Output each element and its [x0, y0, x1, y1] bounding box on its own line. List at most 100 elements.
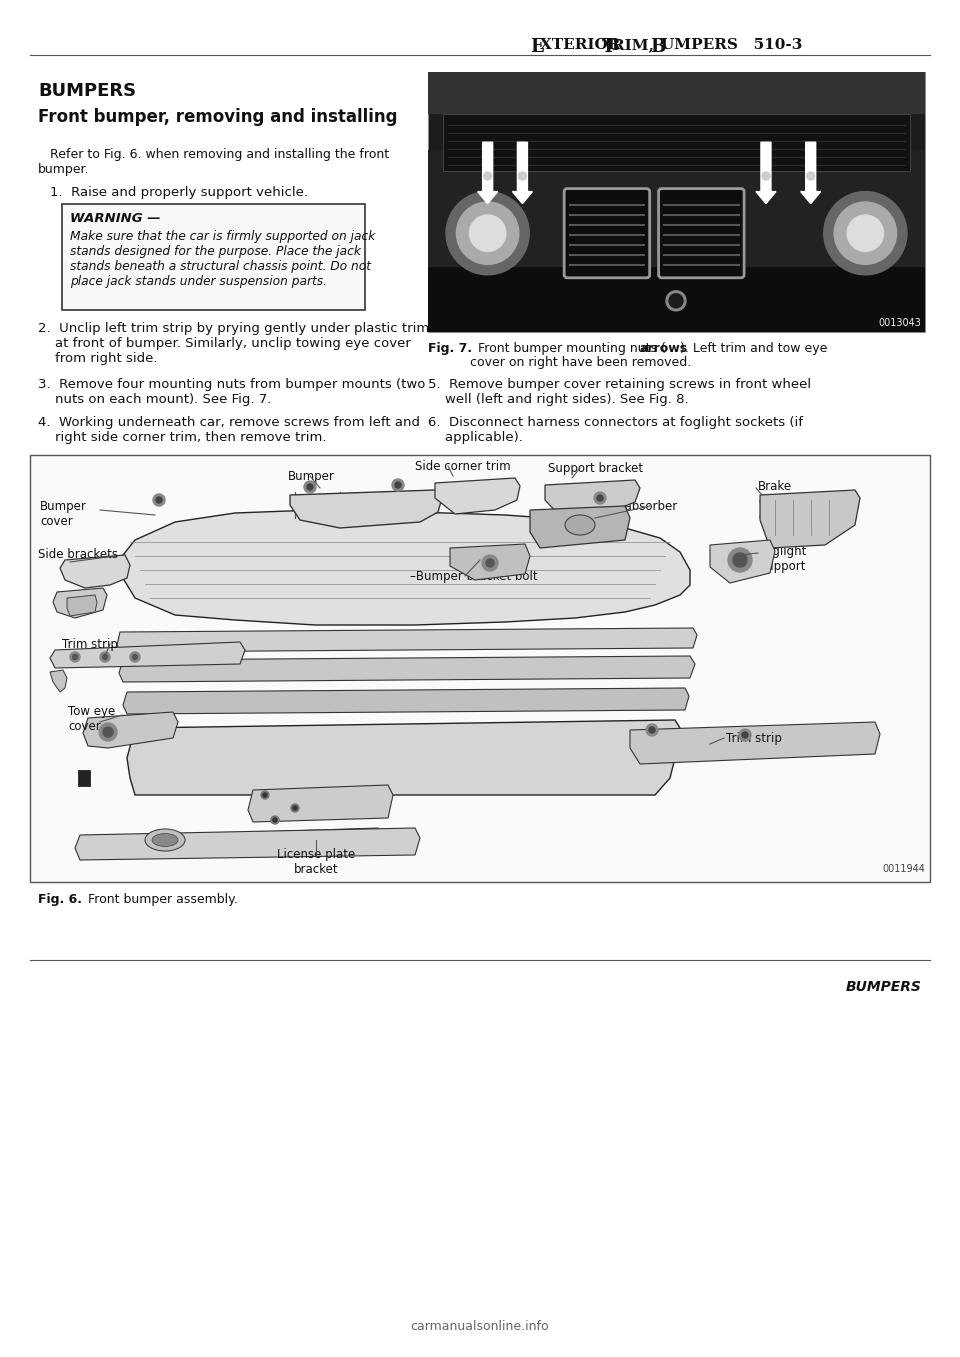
- Text: UMPERS   510-3: UMPERS 510-3: [661, 38, 803, 52]
- Circle shape: [482, 555, 498, 571]
- Polygon shape: [630, 722, 880, 764]
- Polygon shape: [50, 642, 245, 668]
- Circle shape: [304, 480, 316, 493]
- Circle shape: [153, 494, 165, 506]
- Text: 3.  Remove four mounting nuts from bumper mounts (two: 3. Remove four mounting nuts from bumper…: [38, 379, 425, 391]
- FancyArrow shape: [478, 142, 497, 204]
- Circle shape: [469, 214, 506, 251]
- Circle shape: [73, 654, 78, 660]
- FancyBboxPatch shape: [564, 189, 650, 278]
- Text: E: E: [530, 38, 543, 56]
- Text: from right side.: from right side.: [38, 351, 157, 365]
- Circle shape: [395, 482, 401, 489]
- Polygon shape: [60, 555, 130, 588]
- Circle shape: [594, 493, 606, 503]
- Circle shape: [273, 818, 277, 822]
- FancyArrow shape: [801, 142, 821, 204]
- Circle shape: [132, 654, 137, 660]
- Circle shape: [456, 202, 518, 265]
- Text: carmanualsonline.info: carmanualsonline.info: [411, 1320, 549, 1333]
- Circle shape: [271, 816, 279, 824]
- Circle shape: [806, 172, 815, 180]
- Circle shape: [484, 172, 492, 180]
- Circle shape: [847, 214, 883, 251]
- Text: Trim strip: Trim strip: [726, 731, 781, 745]
- Circle shape: [100, 651, 110, 662]
- Circle shape: [486, 559, 494, 567]
- Text: Fig. 7.: Fig. 7.: [428, 342, 472, 356]
- Polygon shape: [50, 670, 67, 692]
- Circle shape: [666, 290, 686, 311]
- Text: Bumper
cover: Bumper cover: [40, 499, 86, 528]
- Bar: [443, 114, 910, 171]
- Polygon shape: [83, 712, 178, 748]
- Circle shape: [103, 654, 108, 660]
- Polygon shape: [115, 510, 690, 626]
- Polygon shape: [53, 588, 107, 617]
- Text: 5.  Remove bumper cover retaining screws in front wheel: 5. Remove bumper cover retaining screws …: [428, 379, 811, 391]
- Text: well (left and right sides). See Fig. 8.: well (left and right sides). See Fig. 8.: [428, 394, 688, 406]
- Text: License plate
bracket: License plate bracket: [276, 848, 355, 877]
- Text: 0011944: 0011944: [882, 864, 925, 874]
- Polygon shape: [290, 490, 442, 528]
- FancyArrow shape: [513, 142, 533, 204]
- Polygon shape: [117, 628, 697, 651]
- Text: XTERIOR: XTERIOR: [540, 38, 626, 52]
- Circle shape: [728, 548, 752, 573]
- Text: Brake
cooling
duct: Brake cooling duct: [758, 480, 801, 522]
- Bar: [78, 769, 90, 786]
- Circle shape: [293, 806, 297, 810]
- Text: BUMPERS: BUMPERS: [38, 81, 136, 100]
- Ellipse shape: [565, 516, 595, 535]
- Polygon shape: [545, 480, 640, 516]
- Circle shape: [733, 554, 747, 567]
- Circle shape: [834, 202, 897, 265]
- Text: arrows: arrows: [640, 342, 688, 356]
- Polygon shape: [123, 688, 689, 714]
- Circle shape: [307, 484, 313, 490]
- Text: T: T: [602, 38, 615, 56]
- Text: cover on right have been removed.: cover on right have been removed.: [470, 356, 691, 369]
- Circle shape: [597, 495, 603, 501]
- Text: Impact absorber: Impact absorber: [580, 499, 677, 513]
- Text: Support bracket: Support bracket: [548, 461, 643, 475]
- Circle shape: [518, 172, 526, 180]
- Text: Front bumper mounting nuts (: Front bumper mounting nuts (: [470, 342, 666, 356]
- Text: Make sure that the car is firmly supported on jack: Make sure that the car is firmly support…: [70, 229, 375, 243]
- Circle shape: [130, 651, 140, 662]
- Circle shape: [646, 725, 658, 735]
- Circle shape: [392, 479, 404, 491]
- FancyArrow shape: [756, 142, 776, 204]
- Text: place jack stands under suspension parts.: place jack stands under suspension parts…: [70, 275, 327, 288]
- Text: 4.  Working underneath car, remove screws from left and: 4. Working underneath car, remove screws…: [38, 417, 420, 429]
- Polygon shape: [248, 784, 393, 822]
- Polygon shape: [67, 594, 97, 616]
- Circle shape: [99, 723, 117, 741]
- Ellipse shape: [152, 833, 178, 847]
- Circle shape: [70, 651, 80, 662]
- Text: at front of bumper. Similarly, unclip towing eye cover: at front of bumper. Similarly, unclip to…: [38, 337, 411, 350]
- Bar: [428, 267, 925, 332]
- Text: Bumper: Bumper: [288, 470, 335, 483]
- Circle shape: [263, 792, 267, 797]
- Polygon shape: [435, 478, 520, 514]
- Text: Fig. 6.: Fig. 6.: [38, 893, 82, 906]
- Bar: [428, 72, 925, 114]
- Text: Refer to Fig. 6. when removing and installing the front: Refer to Fig. 6. when removing and insta…: [38, 148, 389, 161]
- Circle shape: [649, 727, 655, 733]
- Text: 2.  Unclip left trim strip by prying gently under plastic trim: 2. Unclip left trim strip by prying gent…: [38, 322, 429, 335]
- Circle shape: [824, 191, 907, 275]
- Circle shape: [103, 727, 113, 737]
- Text: ). Left trim and tow eye: ). Left trim and tow eye: [680, 342, 828, 356]
- Polygon shape: [530, 506, 630, 548]
- Circle shape: [742, 731, 748, 738]
- Text: Foglight
support: Foglight support: [760, 546, 807, 573]
- Text: 1.  Raise and properly support vehicle.: 1. Raise and properly support vehicle.: [50, 186, 308, 199]
- Polygon shape: [127, 721, 680, 795]
- FancyBboxPatch shape: [659, 189, 744, 278]
- Text: Side brackets: Side brackets: [38, 548, 118, 560]
- Text: applicable).: applicable).: [428, 432, 523, 444]
- Polygon shape: [75, 828, 420, 860]
- Ellipse shape: [145, 829, 185, 851]
- Text: Tow eye
cover: Tow eye cover: [68, 706, 115, 733]
